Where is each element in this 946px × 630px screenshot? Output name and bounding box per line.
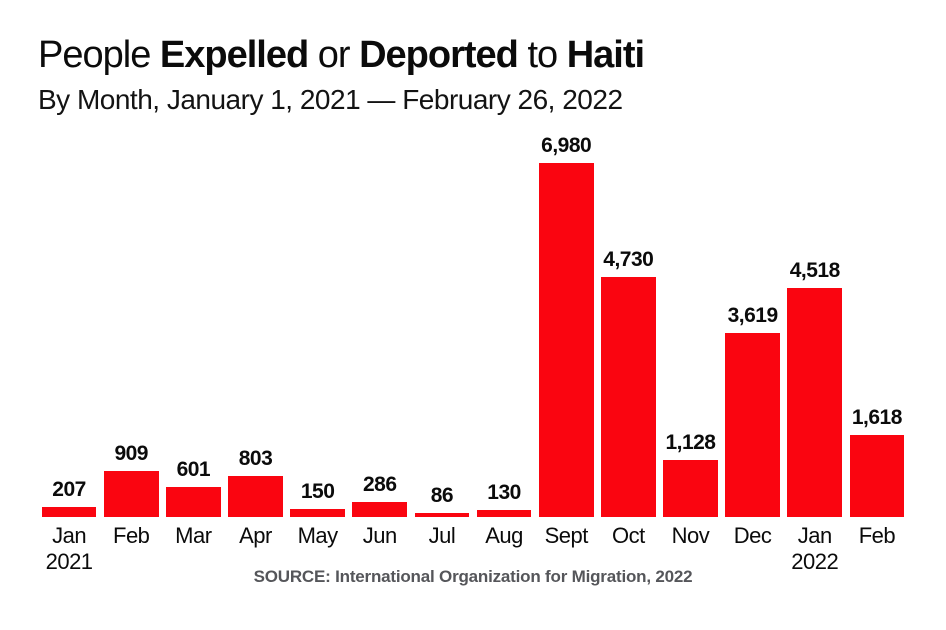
x-tick-line: Sept — [544, 523, 589, 548]
bar-value-label: 6,980 — [541, 134, 592, 157]
chart-header: People Expelled or Deported to Haiti By … — [38, 34, 645, 116]
x-tick-label: Dec — [722, 517, 784, 575]
bar-value-label: 1,618 — [851, 406, 903, 429]
x-tick-line: Aug — [485, 523, 523, 548]
x-tick-line: May — [297, 523, 339, 548]
x-tick-line: Oct — [611, 523, 645, 548]
bar — [849, 435, 905, 517]
chart-subtitle: By Month, January 1, 2021 — February 26,… — [38, 83, 623, 115]
bar-column: 207 Jan 2021 — [38, 134, 100, 575]
title-segment: or — [308, 34, 360, 76]
x-tick-label: Sept — [535, 517, 597, 575]
bar-value-label: 909 — [114, 442, 148, 465]
x-tick-line: Dec — [733, 523, 772, 548]
title-segment-bold: Expelled — [159, 34, 309, 76]
x-tick-label: Mar — [162, 517, 224, 575]
bar — [103, 471, 159, 517]
bar-column: 130 Aug — [473, 134, 535, 575]
x-tick-label: Aug — [473, 517, 535, 575]
bar-value-label: 4,730 — [603, 248, 654, 271]
bar-column: 909 Feb — [100, 134, 162, 575]
bar — [663, 460, 718, 517]
bar-value-label: 86 — [430, 484, 454, 507]
source-note: SOURCE: International Organization for M… — [253, 567, 693, 586]
chart-title: People Expelled or Deported to Haiti — [38, 34, 645, 78]
bar-value-label: 207 — [52, 478, 86, 501]
title-segment-bold: Deported — [359, 34, 519, 76]
bar-value-label: 130 — [487, 481, 521, 504]
x-tick-line: Jan — [52, 523, 87, 548]
bar — [538, 163, 594, 517]
x-tick-label: Jan 2021 — [38, 517, 100, 575]
bar — [414, 513, 470, 517]
x-tick-line: Feb — [858, 523, 896, 548]
x-tick-label: Jan 2022 — [784, 517, 846, 575]
bar — [787, 288, 843, 517]
bar-column: 1,128 Nov — [659, 134, 721, 575]
bar — [290, 509, 345, 517]
bar-chart-plot-area: 207 Jan 2021 909 Feb 601 Mar 803 Apr 150 May 286 Jun… — [38, 134, 908, 575]
bar-column: 1,618 Feb — [846, 134, 908, 575]
x-tick-line: Feb — [113, 523, 150, 548]
bar-column: 4,518 Jan 2022 — [784, 134, 846, 575]
x-tick-line: Mar — [175, 523, 212, 548]
bar-column: 86 Jul — [411, 134, 473, 575]
x-tick-label: Feb — [846, 517, 908, 575]
x-tick-line: 2021 — [45, 548, 93, 574]
bar — [228, 476, 283, 517]
title-segment: People — [38, 34, 160, 76]
bar-column: 601 Mar — [162, 134, 224, 575]
x-tick-line: Jul — [428, 523, 456, 548]
bar-column: 803 Apr — [224, 134, 286, 575]
bar-value-label: 3,619 — [727, 304, 779, 327]
x-tick-label: Jun — [349, 517, 411, 575]
x-tick-label: Jul — [411, 517, 473, 575]
bar-value-label: 150 — [300, 480, 335, 503]
x-tick-line: Jun — [362, 523, 397, 548]
bar-column: 3,619 Dec — [722, 134, 784, 575]
bar-value-label: 4,518 — [789, 259, 841, 282]
x-tick-label: May — [287, 517, 349, 575]
bar-value-label: 803 — [238, 447, 273, 470]
x-tick-label: Oct — [597, 517, 659, 575]
bar — [601, 277, 656, 517]
x-tick-line: Jan — [797, 523, 832, 548]
x-tick-label: Nov — [659, 517, 721, 575]
bar — [41, 507, 97, 517]
title-segment: to — [517, 34, 567, 76]
bar-column: 286 Jun — [349, 134, 411, 575]
bar-value-label: 601 — [176, 458, 211, 481]
bar-column: 4,730 Oct — [597, 134, 659, 575]
bar — [166, 487, 221, 517]
x-tick-line: Apr — [239, 523, 272, 548]
title-segment-bold: Haiti — [566, 34, 645, 76]
x-tick-label: Feb — [100, 517, 162, 575]
x-tick-line: 2022 — [791, 548, 839, 574]
bar-column: 150 May — [287, 134, 349, 575]
bar — [352, 502, 408, 517]
x-tick-line: Nov — [671, 523, 710, 548]
bar — [725, 333, 780, 517]
bar — [476, 510, 532, 517]
x-tick-label: Apr — [224, 517, 286, 575]
bar-value-label: 1,128 — [665, 431, 716, 454]
bar-column: 6,980 Sept — [535, 134, 597, 575]
bar-value-label: 286 — [363, 473, 397, 496]
